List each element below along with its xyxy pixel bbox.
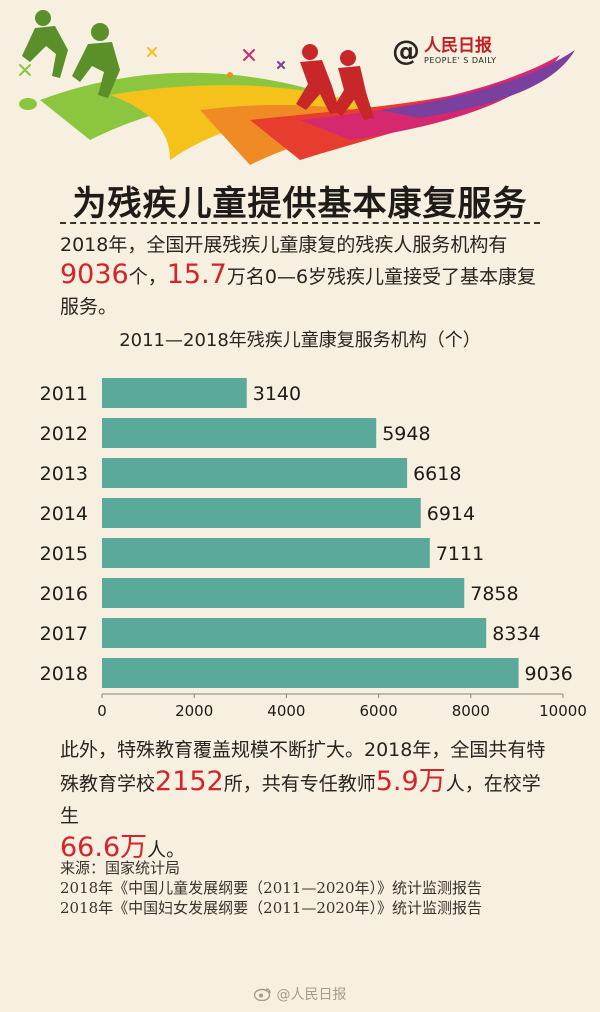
x-tick-label-10000: 10000: [539, 702, 587, 720]
category-label-2015: 2015: [40, 543, 88, 565]
chart-title: 2011—2018年残疾儿童康复服务机构（个）: [119, 330, 481, 351]
source-line: 2018年《中国儿童发展纲要（2011—2020年）》统计监测报告: [60, 879, 483, 897]
category-label-2018: 2018: [40, 663, 88, 685]
bar-2016: [102, 578, 465, 608]
title-divider: [60, 222, 540, 224]
weibo-icon: [253, 988, 271, 1001]
special-education-paragraph: 此外，特殊教育覆盖规模不断扩大。2018年，全国共有特殊教育学校2152所，共有…: [60, 734, 550, 866]
x-tick-label-4000: 4000: [267, 702, 305, 720]
page-title: 为残疾儿童提供基本康复服务: [72, 184, 528, 224]
x-tick-label-2000: 2000: [175, 702, 213, 720]
value-label-2014: 6914: [427, 503, 475, 525]
bar-2017: [102, 618, 487, 648]
weibo-watermark: @人民日报: [0, 984, 600, 1004]
x-tick-label-0: 0: [97, 702, 107, 720]
x-tick-label-8000: 8000: [452, 702, 490, 720]
runner-silhouettes: [296, 44, 374, 120]
category-label-2017: 2017: [40, 623, 88, 645]
children-silhouettes: [19, 10, 120, 110]
bar-2011: [102, 378, 247, 408]
value-label-2015: 7111: [436, 543, 484, 565]
intro-highlight-count: 9036: [60, 259, 129, 290]
x-tick-label-6000: 6000: [360, 702, 398, 720]
source-notes: 来源：国家统计局 2018年《中国儿童发展纲要（2011—2020年）》统计监测…: [60, 858, 560, 918]
bar-2012: [102, 418, 377, 448]
logo-name: 人民日报: [424, 35, 492, 56]
header-banner: [19, 10, 575, 165]
intro-text-2: 个，: [128, 266, 167, 288]
source-line: 2018年《中国妇女发展纲要（2011—2020年）》统计监测报告: [60, 899, 483, 917]
intro-text-1: 2018年，全国开展残疾儿童康复的残疾人服务机构有: [60, 234, 508, 256]
source-line: 来源：国家统计局: [60, 859, 181, 877]
extra-text-3: 人，在校学生: [60, 773, 541, 827]
logo-at-symbol: @: [392, 34, 420, 67]
category-label-2011: 2011: [40, 383, 88, 405]
category-label-2016: 2016: [40, 583, 88, 605]
bar-2014: [102, 498, 421, 528]
extra-text-1: 此外，特殊教育覆盖规模不断扩大。2018年，全国共有特殊教育学校: [60, 739, 546, 795]
intro-highlight-children: 15.7: [166, 259, 227, 290]
value-label-2017: 8334: [492, 623, 540, 645]
decorative-sparkles: [19, 47, 285, 78]
bar-2013: [102, 458, 408, 488]
category-label-2013: 2013: [40, 463, 88, 485]
swoosh-purple: [380, 50, 575, 118]
bar-2018: [102, 658, 519, 688]
bar-chart: 2011 3140 2012 5948 2013 6618 2014 6914 2015 7111…: [40, 378, 587, 720]
value-label-2012: 5948: [382, 423, 430, 445]
extra-text-2: 所，共有专任教师: [223, 773, 376, 795]
value-label-2018: 9036: [525, 663, 573, 685]
extra-highlight-teachers: 5.9万: [375, 766, 446, 797]
extra-text-4: 人。: [147, 839, 186, 861]
peoples-daily-logo: @ 人民日报 PEOPLE' S DAILY: [392, 34, 497, 68]
value-label-2013: 6618: [413, 463, 461, 485]
bar-2015: [102, 538, 430, 568]
value-label-2011: 3140: [253, 383, 301, 405]
logo-english: PEOPLE' S DAILY: [424, 55, 497, 65]
extra-highlight-students: 66.6万: [60, 832, 148, 863]
category-label-2012: 2012: [40, 423, 88, 445]
value-label-2016: 7858: [470, 583, 518, 605]
intro-paragraph: 2018年，全国开展残疾儿童康复的残疾人服务机构有 9036个，15.7万名0—6…: [60, 230, 550, 322]
intro-text-3: 万名0—6岁残疾儿童接受了基本康复服务。: [60, 266, 537, 318]
watermark-text: @人民日报: [276, 987, 347, 1003]
category-label-2014: 2014: [40, 503, 88, 525]
extra-highlight-schools: 2152: [155, 766, 224, 797]
